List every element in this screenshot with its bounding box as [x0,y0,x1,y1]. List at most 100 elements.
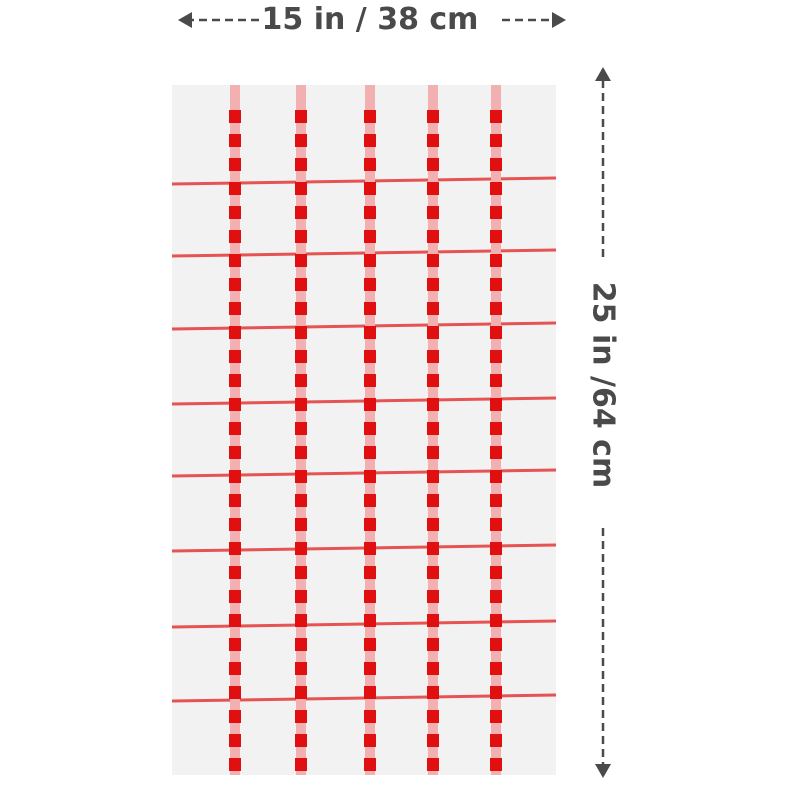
stripe-tuft [427,518,439,531]
stripe-tuft [364,542,376,555]
stripe-tuft [295,254,307,267]
stripe-tuft [490,542,502,555]
stripe-tuft [229,278,241,291]
stripe-tuft [295,734,307,747]
stripe-tuft [229,350,241,363]
stripe-tuft [427,686,439,699]
stripe-tuft [490,494,502,507]
stripe-tuft [364,686,376,699]
stripe-tuft [490,518,502,531]
stripe-tuft [364,302,376,315]
stripe-tuft [427,566,439,579]
stripe-tuft [490,374,502,387]
stripe-tuft [427,398,439,411]
stripe-tuft [427,734,439,747]
stripe-tuft [295,326,307,339]
stripe-tuft [295,278,307,291]
stripe-tuft [490,638,502,651]
stripe-tuft [229,206,241,219]
stripe-tuft [427,374,439,387]
arrow-right-icon [552,12,566,28]
stripe-tuft [295,470,307,483]
stripe-tuft [490,446,502,459]
stripe-tuft [364,638,376,651]
stripe-tuft [427,446,439,459]
stripe-tuft [490,206,502,219]
stripe-tuft [427,638,439,651]
stripe-tuft [364,758,376,771]
stripe-tuft [490,614,502,627]
stripe-tuft [229,662,241,675]
stripe-tuft [364,734,376,747]
arrow-down-icon [595,764,611,778]
stripe-tuft [295,446,307,459]
stripe-tuft [490,326,502,339]
stripe-tuft [364,350,376,363]
stripe-tuft [490,230,502,243]
stripe-tuft [427,302,439,315]
stripe-tuft [490,350,502,363]
stripe-tuft [229,686,241,699]
stripe-tuft [364,110,376,123]
stripe-tuft [229,134,241,147]
stripe-tuft [490,158,502,171]
stripe-tuft [490,590,502,603]
stripe-tuft [295,590,307,603]
stripe-tuft [427,134,439,147]
stripe-tuft [229,566,241,579]
stripe-tuft [490,254,502,267]
stripe-tuft [229,470,241,483]
stripe-tuft [427,710,439,723]
stripe-tuft [427,758,439,771]
stripe-tuft [427,470,439,483]
stripe-tuft [490,422,502,435]
stripe-tuft [295,422,307,435]
stripe-tuft [364,614,376,627]
stripe-tuft [364,494,376,507]
stripe-tuft [427,542,439,555]
stripe-tuft [364,158,376,171]
stripe-tuft [229,374,241,387]
stripe-tuft [427,158,439,171]
stripe-tuft [490,734,502,747]
stripe-tuft [364,374,376,387]
stripe-tuft [427,350,439,363]
stripe-tuft [229,638,241,651]
stripe-tuft [490,758,502,771]
stripe-tuft [295,182,307,195]
stripe-tuft [490,110,502,123]
stripe-tuft [229,422,241,435]
stripe-tuft [364,566,376,579]
stripe-tuft [295,302,307,315]
stripe-tuft [229,542,241,555]
stripe-tuft [364,710,376,723]
stripe-tuft [295,758,307,771]
stripe-tuft [295,230,307,243]
stripe-tuft [295,110,307,123]
stripe-tuft [229,734,241,747]
stripe-tuft [490,566,502,579]
stripe-tuft [295,398,307,411]
stripe-tuft [229,326,241,339]
stripe-tuft [229,710,241,723]
height-dimension-label: 25 in /64 cm [585,273,621,497]
stripe-tuft [295,614,307,627]
stripe-tuft [295,662,307,675]
stripe-tuft [229,590,241,603]
stripe-tuft [229,182,241,195]
stripe-tuft [295,206,307,219]
stripe-tuft [427,662,439,675]
stripe-tuft [427,326,439,339]
stripe-tuft [229,158,241,171]
stripe-tuft [295,566,307,579]
stripe-tuft [427,182,439,195]
stripe-tuft [295,542,307,555]
stripe-tuft [490,182,502,195]
stripe-tuft [364,134,376,147]
stripe-tuft [364,470,376,483]
stripe-tuft [229,446,241,459]
arrow-up-icon [595,67,611,81]
stripe-tuft [295,158,307,171]
stripe-tuft [490,134,502,147]
